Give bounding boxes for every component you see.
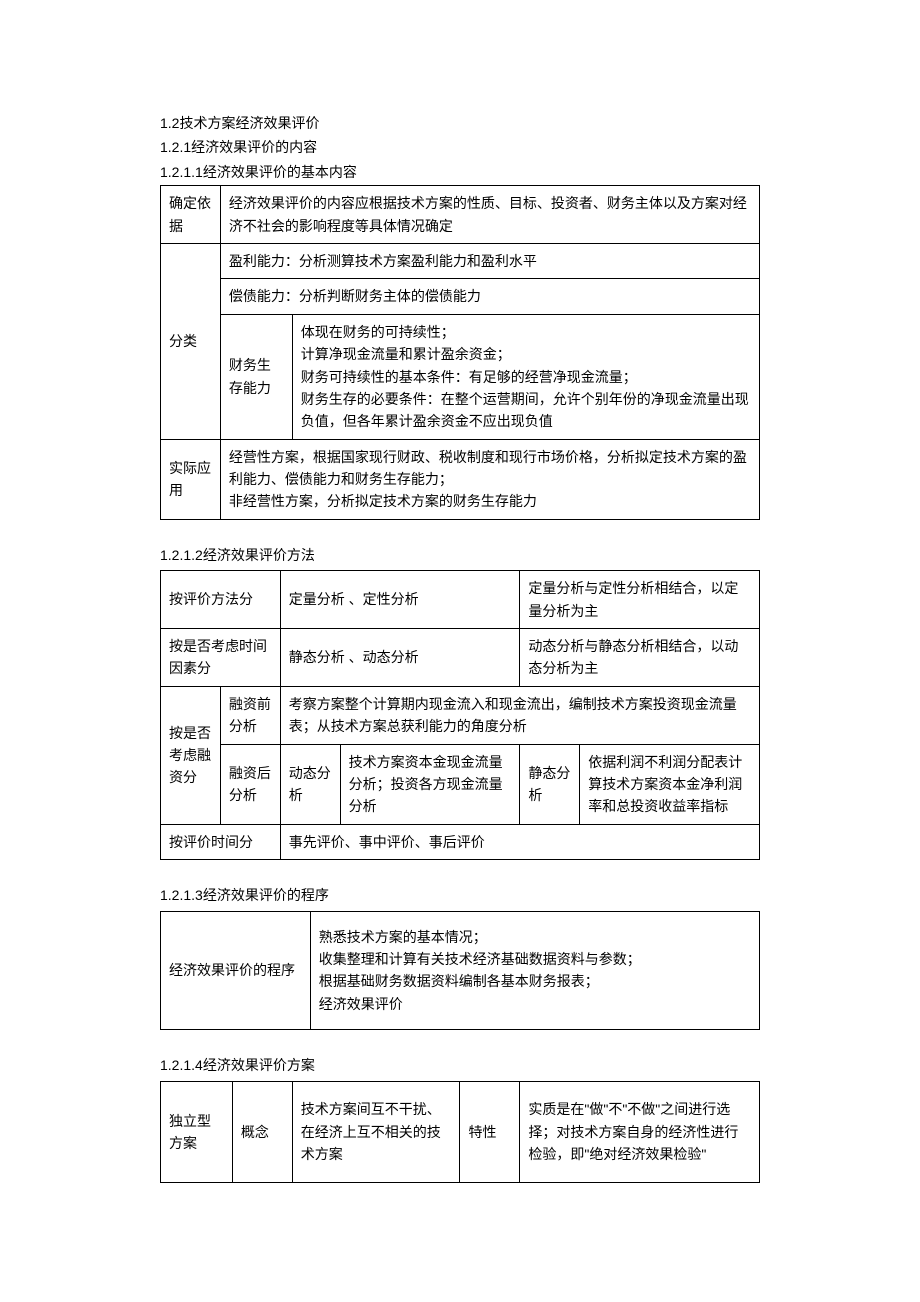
cell: 技术方案间互不干扰、在经济上互不相关的技术方案 [292,1081,460,1183]
heading-1-2: 1.2技术方案经济效果评价 [160,112,760,134]
heading-1-2-1: 1.2.1经济效果评价的内容 [160,136,760,158]
cell: 动态分析与静态分析相结合，以动态分析为主 [520,629,760,687]
heading-1-2-1-1: 1.2.1.1经济效果评价的基本内容 [160,161,760,183]
cell: 财务生存能力 [220,314,292,439]
cell: 依据利润不利润分配表计算技术方案资本金净利润率和总投资收益率指标 [580,744,760,824]
cell: 事先评价、事中评价、事后评价 [280,824,759,859]
cell: 定量分析 、定性分析 [280,571,520,629]
table-eval-scheme: 独立型方案 概念 技术方案间互不干扰、在经济上互不相关的技术方案 特性 实质是在… [160,1081,760,1184]
cell: 按评价时间分 [161,824,281,859]
table-eval-method: 按评价方法分 定量分析 、定性分析 定量分析与定性分析相结合，以定量分析为主 按… [160,570,760,860]
cell: 偿债能力：分析判断财务主体的偿债能力 [220,279,759,314]
cell: 体现在财务的可持续性； 计算净现金流量和累计盈余资金； 财务可持续性的基本条件：… [292,314,759,439]
heading-1-2-1-2: 1.2.1.2经济效果评价方法 [160,544,760,566]
cell: 概念 [232,1081,292,1183]
cell: 熟悉技术方案的基本情况； 收集整理和计算有关技术经济基础数据资料与参数； 根据基… [310,911,759,1030]
heading-1-2-1-3: 1.2.1.3经济效果评价的程序 [160,884,760,906]
cell: 独立型方案 [161,1081,233,1183]
cell: 定量分析与定性分析相结合，以定量分析为主 [520,571,760,629]
cell: 按评价方法分 [161,571,281,629]
table-eval-procedure: 经济效果评价的程序 熟悉技术方案的基本情况； 收集整理和计算有关技术经济基础数据… [160,911,760,1031]
cell: 静态分析 、动态分析 [280,629,520,687]
cell: 按是否考虑时间因素分 [161,629,281,687]
cell: 实质是在"做"不"不做"之间进行选择；对技术方案自身的经济性进行检验，即"绝对经… [520,1081,760,1183]
cell: 考察方案整个计算期内现金流入和现金流出，编制技术方案投资现金流量表；从技术方案总… [280,686,759,744]
cell: 分类 [161,243,221,439]
table-basic-content: 确定依据 经济效果评价的内容应根据技术方案的性质、目标、投资者、财务主体以及方案… [160,185,760,520]
heading-1-2-1-4: 1.2.1.4经济效果评价方案 [160,1054,760,1076]
cell: 确定依据 [161,186,221,244]
cell: 动态分析 [280,744,340,824]
cell: 融资前分析 [220,686,280,744]
cell: 经济效果评价的内容应根据技术方案的性质、目标、投资者、财务主体以及方案对经济不社… [220,186,759,244]
cell: 经营性方案，根据国家现行财政、税收制度和现行市场价格，分析拟定技术方案的盈利能力… [220,439,759,519]
cell: 技术方案资本金现金流量分析；投资各方现金流量分析 [340,744,520,824]
cell: 静态分析 [520,744,580,824]
cell: 融资后分析 [220,744,280,824]
cell: 特性 [460,1081,520,1183]
cell: 经济效果评价的程序 [161,911,311,1030]
cell: 实际应用 [161,439,221,519]
cell: 盈利能力：分析测算技术方案盈利能力和盈利水平 [220,243,759,278]
cell: 按是否考虑融资分 [161,686,221,824]
